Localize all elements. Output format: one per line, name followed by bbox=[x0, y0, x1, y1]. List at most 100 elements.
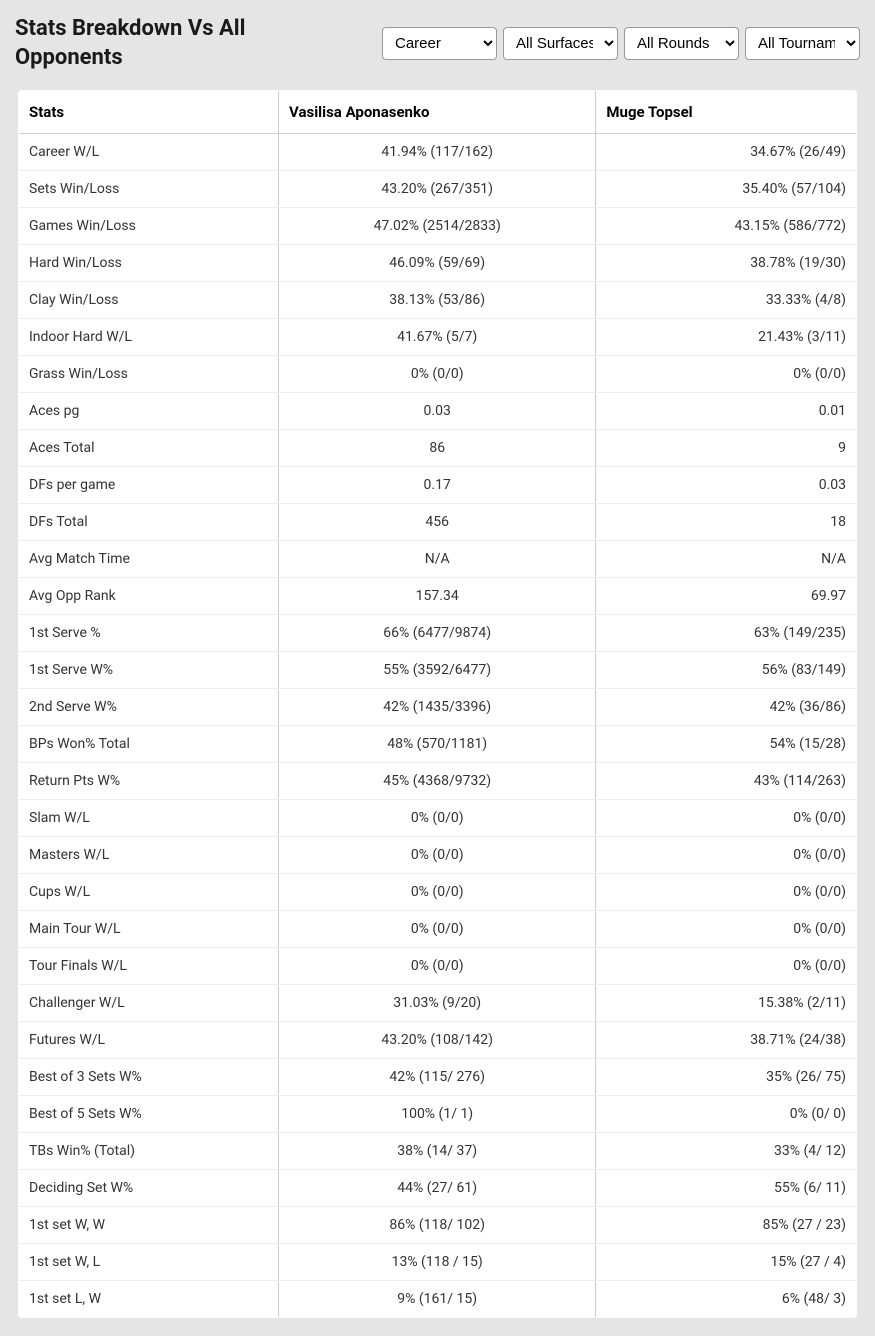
table-row: 2nd Serve W%42% (1435/3396)42% (36/86) bbox=[19, 689, 857, 726]
player1-value: 86% (118/ 102) bbox=[279, 1207, 596, 1244]
stat-label: Deciding Set W% bbox=[19, 1170, 279, 1207]
stat-label: Main Tour W/L bbox=[19, 911, 279, 948]
player2-value: 33% (4/ 12) bbox=[596, 1133, 857, 1170]
player2-value: 6% (48/ 3) bbox=[596, 1281, 857, 1318]
stat-label: Cups W/L bbox=[19, 874, 279, 911]
player2-value: 43.15% (586/772) bbox=[596, 208, 857, 245]
table-row: 1st set L, W9% (161/ 15)6% (48/ 3) bbox=[19, 1281, 857, 1318]
player1-value: 456 bbox=[279, 504, 596, 541]
surface-filter[interactable]: All Surfaces bbox=[503, 27, 618, 60]
stat-label: Clay Win/Loss bbox=[19, 282, 279, 319]
stat-label: DFs per game bbox=[19, 467, 279, 504]
table-header-row: Stats Vasilisa Aponasenko Muge Topsel bbox=[19, 91, 857, 134]
stat-label: 1st Serve W% bbox=[19, 652, 279, 689]
player1-value: 13% (118 / 15) bbox=[279, 1244, 596, 1281]
player2-value: 42% (36/86) bbox=[596, 689, 857, 726]
col-header-stats: Stats bbox=[19, 91, 279, 134]
stat-label: Futures W/L bbox=[19, 1022, 279, 1059]
stat-label: Masters W/L bbox=[19, 837, 279, 874]
player2-value: 85% (27 / 23) bbox=[596, 1207, 857, 1244]
stat-label: Challenger W/L bbox=[19, 985, 279, 1022]
table-row: Aces Total869 bbox=[19, 430, 857, 467]
table-row: Sets Win/Loss43.20% (267/351)35.40% (57/… bbox=[19, 171, 857, 208]
player1-value: 0% (0/0) bbox=[279, 837, 596, 874]
stat-label: 1st set L, W bbox=[19, 1281, 279, 1318]
table-row: Indoor Hard W/L41.67% (5/7)21.43% (3/11) bbox=[19, 319, 857, 356]
stat-label: Aces Total bbox=[19, 430, 279, 467]
player1-value: 43.20% (267/351) bbox=[279, 171, 596, 208]
stat-label: 1st set W, W bbox=[19, 1207, 279, 1244]
stat-label: DFs Total bbox=[19, 504, 279, 541]
table-row: BPs Won% Total48% (570/1181)54% (15/28) bbox=[19, 726, 857, 763]
player1-value: 41.94% (117/162) bbox=[279, 134, 596, 171]
player1-value: 0% (0/0) bbox=[279, 948, 596, 985]
player1-value: 0.03 bbox=[279, 393, 596, 430]
stat-label: Grass Win/Loss bbox=[19, 356, 279, 393]
col-header-player2: Muge Topsel bbox=[596, 91, 857, 134]
player2-value: 0% (0/0) bbox=[596, 911, 857, 948]
player2-value: 0% (0/0) bbox=[596, 874, 857, 911]
player2-value: 35% (26/ 75) bbox=[596, 1059, 857, 1096]
player2-value: 0% (0/0) bbox=[596, 800, 857, 837]
player2-value: 55% (6/ 11) bbox=[596, 1170, 857, 1207]
table-row: Cups W/L0% (0/0)0% (0/0) bbox=[19, 874, 857, 911]
tournament-filter[interactable]: All Tournaments bbox=[745, 27, 860, 60]
player1-value: 47.02% (2514/2833) bbox=[279, 208, 596, 245]
table-row: Aces pg0.030.01 bbox=[19, 393, 857, 430]
table-row: 1st set W, W86% (118/ 102)85% (27 / 23) bbox=[19, 1207, 857, 1244]
table-row: Avg Match TimeN/AN/A bbox=[19, 541, 857, 578]
player1-value: 46.09% (59/69) bbox=[279, 245, 596, 282]
player2-value: 0.03 bbox=[596, 467, 857, 504]
player2-value: 54% (15/28) bbox=[596, 726, 857, 763]
player1-value: 157.34 bbox=[279, 578, 596, 615]
player2-value: 15.38% (2/11) bbox=[596, 985, 857, 1022]
player1-value: 42% (115/ 276) bbox=[279, 1059, 596, 1096]
table-row: Career W/L41.94% (117/162)34.67% (26/49) bbox=[19, 134, 857, 171]
round-filter[interactable]: All Rounds bbox=[624, 27, 739, 60]
stat-label: Best of 5 Sets W% bbox=[19, 1096, 279, 1133]
player1-value: 100% (1/ 1) bbox=[279, 1096, 596, 1133]
player1-value: 0% (0/0) bbox=[279, 874, 596, 911]
player2-value: 0% (0/0) bbox=[596, 837, 857, 874]
stats-table-wrapper: Stats Vasilisa Aponasenko Muge Topsel Ca… bbox=[15, 87, 860, 1321]
stats-table: Stats Vasilisa Aponasenko Muge Topsel Ca… bbox=[18, 90, 857, 1318]
player1-value: 0% (0/0) bbox=[279, 356, 596, 393]
player1-value: N/A bbox=[279, 541, 596, 578]
stat-label: 2nd Serve W% bbox=[19, 689, 279, 726]
table-row: 1st Serve %66% (6477/9874)63% (149/235) bbox=[19, 615, 857, 652]
player2-value: 0% (0/0) bbox=[596, 948, 857, 985]
stat-label: Slam W/L bbox=[19, 800, 279, 837]
player2-value: 38.78% (19/30) bbox=[596, 245, 857, 282]
player1-value: 55% (3592/6477) bbox=[279, 652, 596, 689]
table-row: Masters W/L0% (0/0)0% (0/0) bbox=[19, 837, 857, 874]
table-row: Deciding Set W%44% (27/ 61)55% (6/ 11) bbox=[19, 1170, 857, 1207]
player2-value: 0% (0/ 0) bbox=[596, 1096, 857, 1133]
table-row: Return Pts W%45% (4368/9732)43% (114/263… bbox=[19, 763, 857, 800]
player1-value: 66% (6477/9874) bbox=[279, 615, 596, 652]
table-row: DFs per game0.170.03 bbox=[19, 467, 857, 504]
table-row: Grass Win/Loss0% (0/0)0% (0/0) bbox=[19, 356, 857, 393]
table-row: Slam W/L0% (0/0)0% (0/0) bbox=[19, 800, 857, 837]
stat-label: Hard Win/Loss bbox=[19, 245, 279, 282]
player1-value: 0% (0/0) bbox=[279, 800, 596, 837]
player2-value: 21.43% (3/11) bbox=[596, 319, 857, 356]
player1-value: 44% (27/ 61) bbox=[279, 1170, 596, 1207]
player2-value: 0% (0/0) bbox=[596, 356, 857, 393]
stat-label: Best of 3 Sets W% bbox=[19, 1059, 279, 1096]
player2-value: 69.97 bbox=[596, 578, 857, 615]
col-header-player1: Vasilisa Aponasenko bbox=[279, 91, 596, 134]
table-row: TBs Win% (Total)38% (14/ 37)33% (4/ 12) bbox=[19, 1133, 857, 1170]
table-row: 1st Serve W%55% (3592/6477)56% (83/149) bbox=[19, 652, 857, 689]
table-row: Challenger W/L31.03% (9/20)15.38% (2/11) bbox=[19, 985, 857, 1022]
table-row: Avg Opp Rank157.3469.97 bbox=[19, 578, 857, 615]
player1-value: 48% (570/1181) bbox=[279, 726, 596, 763]
stat-label: Indoor Hard W/L bbox=[19, 319, 279, 356]
stat-label: Avg Opp Rank bbox=[19, 578, 279, 615]
stat-label: TBs Win% (Total) bbox=[19, 1133, 279, 1170]
career-filter[interactable]: Career bbox=[382, 27, 497, 60]
player2-value: N/A bbox=[596, 541, 857, 578]
stat-label: Games Win/Loss bbox=[19, 208, 279, 245]
stat-label: Return Pts W% bbox=[19, 763, 279, 800]
stat-label: BPs Won% Total bbox=[19, 726, 279, 763]
stat-label: Tour Finals W/L bbox=[19, 948, 279, 985]
